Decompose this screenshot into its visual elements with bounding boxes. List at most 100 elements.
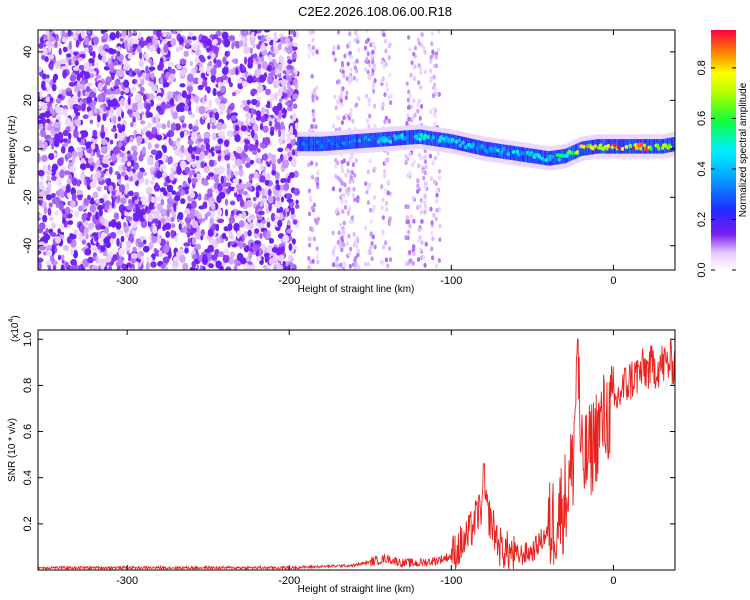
- spectrogram-noise-cell: [112, 115, 117, 124]
- spectrogram-noise-cell: [144, 136, 149, 145]
- spectrogram-noise-cell: [247, 264, 255, 270]
- spectrogram-noise-cell: [40, 36, 45, 44]
- spectrogram-noise-cell: [216, 121, 223, 131]
- spectrogram-noise-cell: [417, 227, 421, 232]
- spectrogram-signal-band: [436, 132, 439, 147]
- spectrogram-noise-cell: [412, 51, 416, 57]
- spectrogram-signal-band: [620, 139, 623, 154]
- spectrogram-noise-cell: [196, 212, 202, 220]
- spectrogram-noise-cell: [207, 244, 214, 252]
- spectrogram-noise-cell: [343, 53, 347, 59]
- spectrogram-noise-cell: [102, 252, 108, 257]
- spectrogram-noise-cell: [104, 266, 108, 270]
- spectrogram-noise-cell: [246, 157, 251, 163]
- spectrogram-noise-cell: [211, 113, 216, 119]
- spectrogram-noise-cell: [261, 34, 265, 43]
- spectrogram-noise-cell: [162, 245, 170, 254]
- spectrogram-noise-cell: [234, 58, 239, 65]
- spectrogram-y-tick-label: 20: [22, 94, 34, 106]
- spectrogram-noise-cell: [80, 138, 86, 146]
- spectrogram-noise-cell: [212, 88, 217, 97]
- spectrogram-noise-cell: [166, 184, 174, 193]
- spectrogram-noise-cell: [208, 172, 215, 177]
- spectrogram-noise-cell: [176, 137, 181, 142]
- spectrogram-noise-cell: [201, 218, 206, 223]
- spectrogram-noise-cell: [124, 103, 129, 112]
- spectrogram-noise-cell: [38, 250, 42, 255]
- spectrogram-noise-cell: [224, 139, 230, 148]
- spectrogram-noise-cell: [268, 153, 272, 158]
- spectrogram-noise-cell: [348, 263, 352, 269]
- spectrogram-noise-cell: [274, 108, 279, 116]
- spectrogram-signal-band: [434, 131, 437, 147]
- spectrogram-noise-cell: [273, 62, 279, 68]
- spectrogram-noise-cell: [413, 45, 418, 51]
- spectrogram-noise-cell: [48, 216, 55, 222]
- spectrogram-noise-cell: [258, 247, 263, 256]
- spectrogram-noise-cell: [416, 108, 420, 114]
- spectrogram-noise-cell: [156, 105, 162, 112]
- spectrogram-noise-cell: [217, 218, 225, 223]
- spectrogram-noise-cell: [247, 229, 252, 237]
- spectrogram-noise-cell: [334, 173, 338, 179]
- spectrogram-noise-cell: [279, 88, 283, 97]
- spectrogram-noise-cell: [180, 144, 185, 154]
- spectrogram-noise-cell: [339, 262, 343, 268]
- spectrogram-noise-cell: [256, 96, 262, 101]
- spectrogram-signal-band: [299, 136, 303, 152]
- spectrogram-noise-cell: [430, 31, 434, 37]
- spectrogram-noise-cell: [353, 257, 357, 263]
- spectrogram-noise-cell: [232, 178, 240, 184]
- spectrogram-noise-cell: [292, 219, 298, 225]
- spectrogram-noise-cell: [111, 199, 115, 209]
- spectrogram-noise-cell: [85, 157, 89, 163]
- spectrogram-noise-cell: [279, 98, 283, 103]
- spectrogram-noise-cell: [337, 79, 341, 84]
- spectrogram-signal-cell: [668, 145, 673, 150]
- spectrogram-noise-cell: [230, 152, 235, 161]
- spectrogram-noise-cell: [233, 222, 240, 232]
- spectrogram-noise-cell: [276, 79, 280, 88]
- spectrogram-signal-band: [459, 136, 462, 151]
- spectrogram-noise-cell: [416, 183, 420, 189]
- spectrogram-noise-cell: [340, 236, 344, 241]
- spectrogram-noise-cell: [239, 240, 243, 249]
- spectrogram-noise-cell: [178, 36, 184, 45]
- spectrogram-noise-cell: [286, 228, 293, 234]
- spectrogram-noise-cell: [210, 202, 216, 210]
- spectrogram-noise-cell: [339, 93, 343, 98]
- spectrogram-noise-cell: [429, 78, 433, 84]
- spectrogram-noise-cell: [221, 232, 227, 239]
- spectrogram-noise-cell: [154, 161, 159, 168]
- spectrogram-noise-cell: [365, 30, 369, 33]
- spectrogram-noise-cell: [235, 158, 242, 167]
- spectrogram-noise-cell: [174, 90, 180, 96]
- spectrogram-noise-cell: [342, 260, 346, 266]
- spectrogram-noise-cell: [289, 172, 295, 179]
- spectrogram-noise-cell: [99, 216, 105, 224]
- spectrogram-noise-cell: [107, 57, 112, 65]
- spectrogram-noise-cell: [160, 217, 166, 224]
- spectrogram-noise-cell: [252, 150, 258, 155]
- spectrogram-noise-cell: [45, 96, 51, 103]
- spectrogram-noise-cell: [62, 129, 69, 137]
- spectrogram-noise-cell: [145, 65, 149, 75]
- spectrogram-noise-cell: [423, 49, 427, 55]
- spectrogram-noise-cell: [99, 154, 103, 163]
- spectrogram-noise-cell: [47, 41, 53, 46]
- spectrogram-noise-cell: [315, 49, 319, 55]
- spectrogram-signal-band: [392, 131, 395, 146]
- spectrogram-noise-cell: [373, 244, 377, 250]
- spectrogram-noise-cell: [112, 146, 120, 155]
- spectrogram-noise-cell: [49, 105, 54, 115]
- spectrogram-noise-cell: [333, 245, 337, 251]
- spectrogram-noise-cell: [406, 112, 410, 118]
- spectrogram-noise-cell: [124, 186, 128, 195]
- spectrogram-noise-cell: [248, 251, 253, 259]
- spectrogram-noise-cell: [70, 239, 77, 248]
- spectrogram-noise-cell: [119, 152, 125, 158]
- spectrogram-noise-cell: [435, 91, 439, 97]
- spectrogram-noise-cell: [210, 117, 216, 124]
- spectrogram-noise-cell: [275, 196, 281, 201]
- spectrogram-noise-cell: [200, 144, 205, 152]
